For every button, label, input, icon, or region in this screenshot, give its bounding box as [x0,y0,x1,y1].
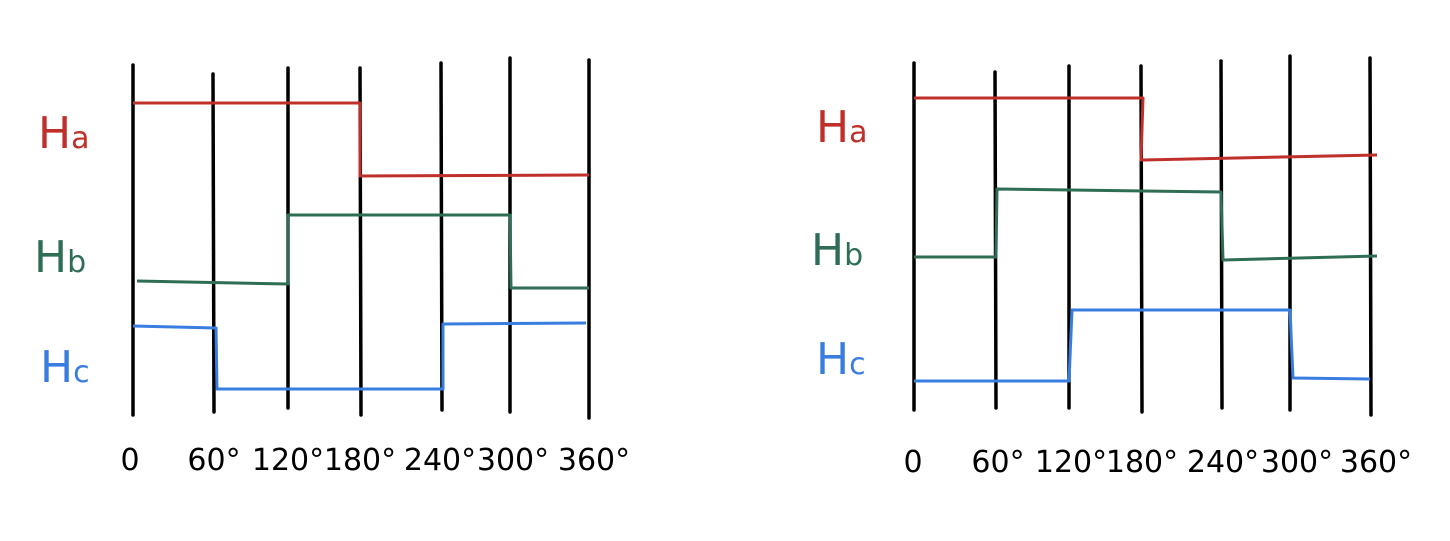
signal-label: Ha [38,108,89,159]
waveform-hc [132,321,587,391]
x-label: 360° [558,443,630,478]
x-label: 120° [252,443,324,478]
signal-label: Hb [34,232,86,283]
x-label: 120° [1035,445,1107,480]
signal-label: Hc [40,342,90,393]
panel-right: Ha Hb Hc 0 60° 120° 180° 240° 300° 360° [811,54,1412,480]
waveform-hb [136,213,589,290]
x-label: 60° [971,445,1024,480]
grid-line [211,72,216,414]
x-label: 360° [1340,445,1412,480]
x-label: 0 [903,445,922,480]
grid-line [1368,56,1373,417]
signal-label: Hb [811,225,863,276]
panel-left: Ha Hb Hc 0 60° 120° 180° 240° 300° 360° [34,56,630,478]
x-label: 300° [477,443,549,478]
signal-label: Hc [816,334,866,385]
waveform-ha [914,96,1378,162]
x-label: 180° [324,443,396,478]
waveform-hb [914,187,1378,262]
waveform-ha [133,101,590,178]
x-label: 240° [1187,445,1259,480]
x-label: 300° [1261,445,1333,480]
x-label: 60° [187,443,240,478]
waveform-hc [914,308,1371,383]
x-label: 180° [1106,445,1178,480]
x-label: 0 [120,443,139,478]
x-label: 240° [404,443,476,478]
signal-label: Ha [816,102,867,153]
